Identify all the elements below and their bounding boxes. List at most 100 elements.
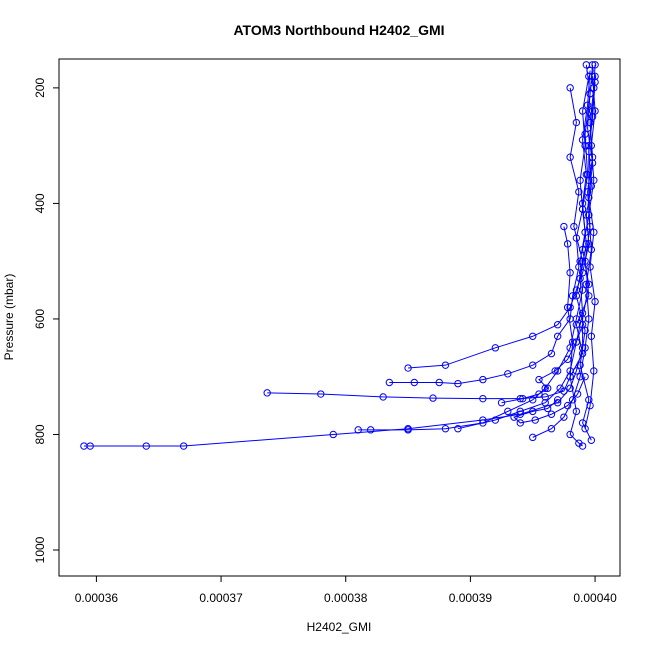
data-point: [491, 416, 500, 424]
data-point: [551, 367, 559, 375]
data-point: [572, 407, 581, 416]
data-point: [578, 257, 587, 265]
data-point: [590, 228, 598, 237]
data-point: [578, 107, 587, 115]
data-point: [581, 344, 589, 352]
series-line: [267, 64, 596, 400]
data-point: [553, 367, 562, 375]
data-point: [516, 407, 524, 416]
x-tick-label: 0.00039: [449, 591, 493, 605]
x-axis: 0.00036 0.00037 0.00038 0.00039 0.00040: [75, 575, 617, 605]
data-point: [529, 361, 537, 369]
data-point: [566, 384, 574, 392]
data-point: [572, 286, 581, 294]
y-tick-label: 800: [33, 424, 47, 444]
data-point: [529, 433, 537, 442]
data-point: [179, 442, 188, 450]
plot-frame: [58, 58, 621, 577]
data-point: [572, 338, 581, 346]
data-point: [583, 101, 592, 109]
data-point: [578, 321, 587, 329]
data-point: [547, 410, 556, 418]
data-point: [510, 413, 518, 421]
data-point: [519, 394, 527, 403]
data-point: [578, 309, 587, 317]
data-point: [516, 419, 524, 427]
data-point: [583, 170, 592, 179]
data-point: [582, 61, 591, 69]
data-point: [585, 315, 593, 323]
data-point: [435, 378, 443, 387]
data-point: [491, 344, 500, 352]
data-point: [586, 222, 594, 231]
data-point: [576, 361, 584, 369]
data-point: [385, 378, 394, 387]
data-point: [354, 426, 362, 434]
data-point: [541, 393, 549, 401]
data-point: [410, 378, 418, 387]
data-point: [366, 426, 375, 434]
data-point: [588, 153, 597, 161]
data-point: [587, 141, 596, 150]
data-point: [479, 394, 487, 403]
data-point: [585, 292, 593, 300]
data-point: [553, 332, 562, 340]
data-point: [479, 419, 487, 427]
data-point: [560, 222, 568, 231]
data-point: [572, 118, 581, 127]
chart-title: ATOM3 Northbound H2402_GMI: [233, 22, 444, 38]
data-point: [578, 442, 587, 450]
data-point: [578, 344, 587, 352]
data-point: [560, 413, 568, 421]
data-point: [566, 367, 574, 375]
data-point: [429, 394, 437, 402]
data-point: [566, 315, 574, 323]
data-point: [566, 373, 574, 381]
data-point: [543, 404, 552, 413]
series-line: [513, 376, 586, 424]
data-point: [541, 384, 549, 392]
data-point: [553, 399, 562, 407]
data-point: [563, 303, 572, 312]
data-point: [566, 303, 574, 312]
data-point: [588, 107, 597, 115]
data-point: [585, 211, 593, 219]
data-point: [563, 401, 572, 410]
data-point: [516, 410, 524, 418]
data-point: [404, 364, 412, 372]
data-point: [566, 153, 574, 161]
data-point: [576, 274, 584, 283]
data-point: [568, 338, 577, 346]
data-point: [581, 373, 589, 381]
data-point: [566, 269, 574, 277]
data-point: [441, 361, 450, 369]
data-point: [568, 396, 577, 404]
data-point: [591, 107, 599, 115]
data-point: [570, 222, 578, 231]
x-axis-label: H2402_GMI: [307, 620, 372, 634]
data-point: [404, 426, 412, 434]
series-line: [584, 64, 596, 429]
data-point: [317, 390, 325, 398]
data-point: [535, 375, 543, 384]
data-point: [582, 211, 591, 219]
data-point: [585, 280, 593, 288]
data-point: [553, 321, 562, 329]
data-point: [573, 390, 582, 398]
data-point: [576, 176, 584, 185]
data-point: [575, 263, 583, 271]
data-point: [590, 367, 598, 375]
data-point: [587, 436, 596, 444]
data-point: [585, 141, 593, 150]
data-point: [263, 389, 271, 397]
data-point: [587, 245, 596, 254]
data-point: [504, 370, 512, 378]
data-point: [529, 332, 537, 340]
data-point: [578, 205, 587, 213]
data-point: [547, 425, 556, 433]
data-point: [586, 89, 594, 98]
series-line: [83, 76, 596, 447]
data-point: [516, 394, 524, 403]
y-tick-label: 200: [33, 78, 47, 98]
data-point: [583, 124, 592, 133]
